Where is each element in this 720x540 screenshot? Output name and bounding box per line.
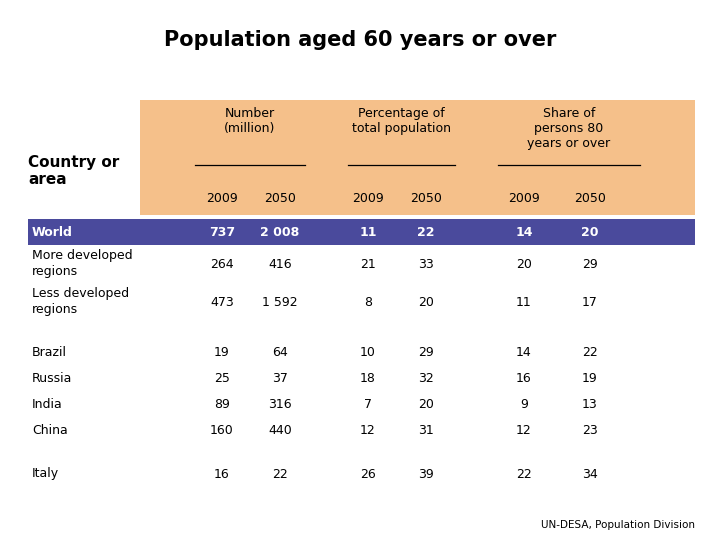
Text: 737: 737 xyxy=(209,226,235,239)
Text: 29: 29 xyxy=(418,346,434,359)
Text: 26: 26 xyxy=(360,468,376,481)
Text: 8: 8 xyxy=(364,295,372,308)
Text: India: India xyxy=(32,397,63,410)
Text: 22: 22 xyxy=(418,226,435,239)
Text: More developed
regions: More developed regions xyxy=(32,249,132,279)
Text: Russia: Russia xyxy=(32,372,73,384)
Text: 37: 37 xyxy=(272,372,288,384)
Text: 11: 11 xyxy=(359,226,377,239)
Text: 20: 20 xyxy=(516,258,532,271)
Text: Percentage of
total population: Percentage of total population xyxy=(352,107,451,135)
Text: 2050: 2050 xyxy=(410,192,442,205)
Text: 2009: 2009 xyxy=(206,192,238,205)
Text: 17: 17 xyxy=(582,295,598,308)
Text: 12: 12 xyxy=(360,423,376,436)
Text: 34: 34 xyxy=(582,468,598,481)
Text: 64: 64 xyxy=(272,346,288,359)
Text: 19: 19 xyxy=(582,372,598,384)
Text: 2 008: 2 008 xyxy=(261,226,300,239)
Text: 14: 14 xyxy=(516,346,532,359)
Text: 21: 21 xyxy=(360,258,376,271)
Text: Population aged 60 years or over: Population aged 60 years or over xyxy=(164,30,556,50)
Text: 1 592: 1 592 xyxy=(262,295,298,308)
Text: Brazil: Brazil xyxy=(32,346,67,359)
Text: Number
(million): Number (million) xyxy=(225,107,276,135)
Text: Less developed
regions: Less developed regions xyxy=(32,287,129,316)
Text: 12: 12 xyxy=(516,423,532,436)
Text: 16: 16 xyxy=(516,372,532,384)
Text: 33: 33 xyxy=(418,258,434,271)
Text: 18: 18 xyxy=(360,372,376,384)
Text: 22: 22 xyxy=(272,468,288,481)
Text: 20: 20 xyxy=(418,295,434,308)
Text: 39: 39 xyxy=(418,468,434,481)
Text: 10: 10 xyxy=(360,346,376,359)
Text: 22: 22 xyxy=(582,346,598,359)
Text: China: China xyxy=(32,423,68,436)
Text: 7: 7 xyxy=(364,397,372,410)
Text: Italy: Italy xyxy=(32,468,59,481)
Text: 2050: 2050 xyxy=(264,192,296,205)
Text: 440: 440 xyxy=(268,423,292,436)
Text: 9: 9 xyxy=(520,397,528,410)
Text: 89: 89 xyxy=(214,397,230,410)
Text: 416: 416 xyxy=(268,258,292,271)
Text: Country or
area: Country or area xyxy=(28,155,120,187)
Text: 20: 20 xyxy=(581,226,599,239)
Text: UN-DESA, Population Division: UN-DESA, Population Division xyxy=(541,520,695,530)
Bar xyxy=(140,100,695,215)
Text: 20: 20 xyxy=(418,397,434,410)
Text: 23: 23 xyxy=(582,423,598,436)
Text: 25: 25 xyxy=(214,372,230,384)
Text: 31: 31 xyxy=(418,423,434,436)
Text: 32: 32 xyxy=(418,372,434,384)
Text: World: World xyxy=(32,226,73,239)
Text: Share of
persons 80
years or over: Share of persons 80 years or over xyxy=(528,107,611,150)
Text: 14: 14 xyxy=(516,226,533,239)
Text: 264: 264 xyxy=(210,258,234,271)
Text: 11: 11 xyxy=(516,295,532,308)
Text: 29: 29 xyxy=(582,258,598,271)
Text: 16: 16 xyxy=(214,468,230,481)
Text: 2050: 2050 xyxy=(574,192,606,205)
Text: 160: 160 xyxy=(210,423,234,436)
Text: 13: 13 xyxy=(582,397,598,410)
Text: 473: 473 xyxy=(210,295,234,308)
Text: 316: 316 xyxy=(268,397,292,410)
Text: 2009: 2009 xyxy=(508,192,540,205)
Text: 22: 22 xyxy=(516,468,532,481)
Text: 19: 19 xyxy=(214,346,230,359)
Bar xyxy=(28,219,695,245)
Text: 2009: 2009 xyxy=(352,192,384,205)
